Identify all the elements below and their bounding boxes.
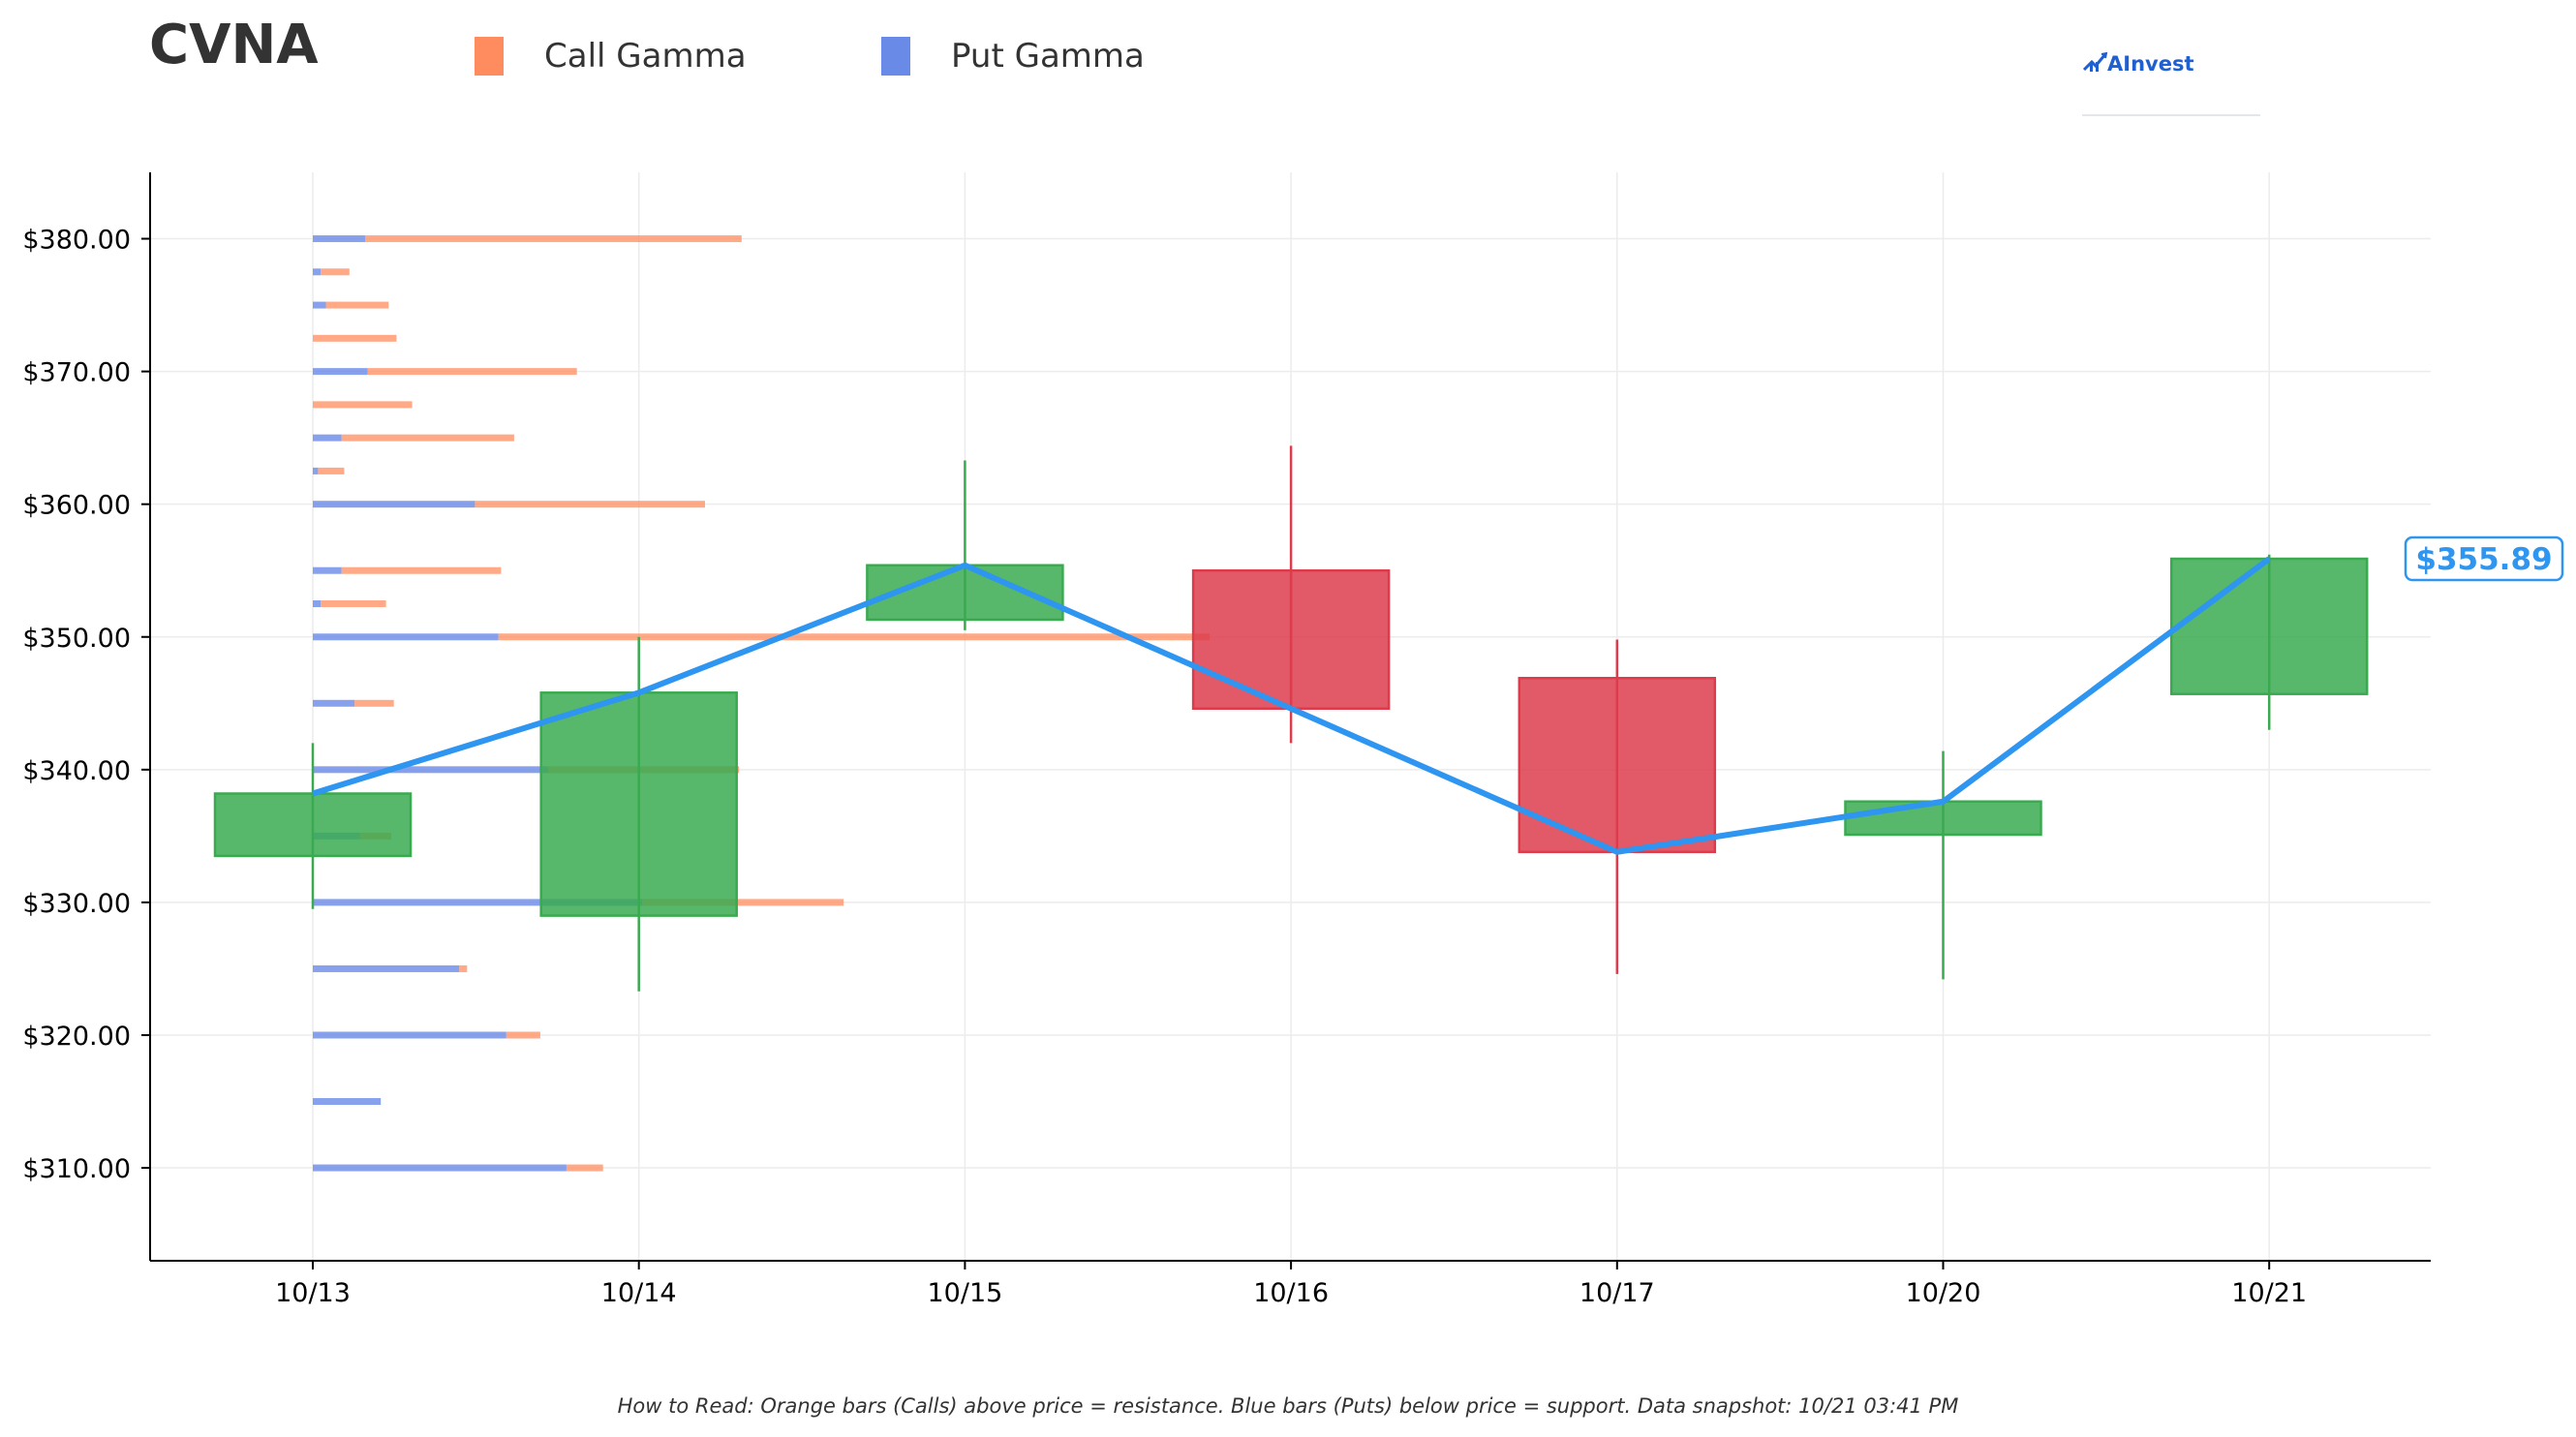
x-tick-label: 10/21 [2231, 1278, 2307, 1308]
call-gamma-bar [354, 699, 394, 707]
legend-call-swatch [475, 37, 504, 76]
candle-body [539, 691, 738, 917]
put-gamma-bar [313, 899, 643, 906]
y-tick-label: $310.00 [22, 1154, 131, 1184]
candle-body [213, 792, 413, 858]
put-gamma-bar [313, 1031, 506, 1039]
put-gamma-bar [313, 235, 365, 243]
call-gamma-bar [459, 964, 468, 972]
put-gamma-bar [313, 699, 355, 707]
call-gamma-bar [313, 334, 397, 342]
y-tick-label: $330.00 [22, 889, 131, 919]
candle-body [1844, 800, 2042, 837]
call-gamma-bar [318, 467, 345, 474]
x-tick-label: 10/14 [601, 1278, 677, 1308]
x-tick-label: 10/16 [1253, 1278, 1329, 1308]
call-gamma-bar [341, 566, 502, 574]
put-gamma-bar [313, 467, 319, 474]
call-gamma-bar [321, 268, 350, 276]
price-line [312, 556, 2271, 855]
legend-put-gamma: Put Gamma [881, 37, 1145, 76]
y-tick-label: $360.00 [22, 491, 131, 521]
call-gamma-bar [498, 633, 1211, 641]
call-gamma-bar [341, 434, 514, 442]
call-gamma-bar [365, 235, 742, 243]
call-gamma-bar [642, 899, 844, 906]
call-gamma-bar [321, 599, 386, 607]
put-gamma-bar [313, 633, 499, 641]
put-gamma-bar [313, 268, 322, 276]
call-gamma-bar [506, 1031, 540, 1039]
plot-area: $355.89 $310.00 $320.00 $330.00 $340.00 $350.… [22, 172, 2564, 1308]
put-gamma-bar [313, 434, 342, 442]
put-gamma-bar [313, 766, 548, 774]
call-gamma-bar [566, 1164, 603, 1172]
legend-put-label: Put Gamma [951, 37, 1145, 76]
last-price-badge [2404, 535, 2564, 582]
legend-call-label: Call Gamma [544, 37, 747, 76]
put-gamma-bar [313, 501, 475, 508]
put-gamma-bar [313, 599, 322, 607]
y-tick-label: $340.00 [22, 756, 131, 786]
brand-logo: AInvest [2082, 46, 2260, 116]
y-tick-label: $380.00 [22, 226, 131, 256]
x-tick-label: 10/17 [1579, 1278, 1655, 1308]
call-gamma-bar [325, 301, 389, 309]
y-tick-label: $350.00 [22, 624, 131, 654]
put-gamma-bar [313, 301, 326, 309]
legend-put-swatch [881, 37, 910, 76]
put-gamma-bar [313, 368, 368, 376]
chart-title: CVNA [149, 14, 319, 76]
put-gamma-bar [313, 1098, 382, 1106]
put-gamma-bar [313, 964, 460, 972]
x-tick-label: 10/20 [1906, 1278, 1981, 1308]
brand-name: AInvest [2107, 52, 2194, 76]
y-tick-label: $320.00 [22, 1022, 131, 1052]
candle-body [1191, 568, 1391, 711]
x-tick-label: 10/15 [927, 1278, 1002, 1308]
legend-call-gamma: Call Gamma [475, 37, 747, 76]
candle-body [2169, 557, 2369, 695]
footer-note: How to Read: Orange bars (Calls) above p… [617, 1394, 1959, 1418]
call-gamma-bar [367, 368, 577, 376]
last-price-label: $355.89 [2415, 542, 2552, 577]
candle-body [1518, 676, 1717, 854]
y-tick-label: $370.00 [22, 358, 131, 388]
call-gamma-bar [475, 501, 705, 508]
call-gamma-bar [313, 401, 413, 409]
x-tick-label: 10/13 [275, 1278, 351, 1308]
put-gamma-bar [313, 566, 342, 574]
put-gamma-bar [313, 1164, 567, 1172]
brand-chart-icon [2082, 51, 2108, 72]
